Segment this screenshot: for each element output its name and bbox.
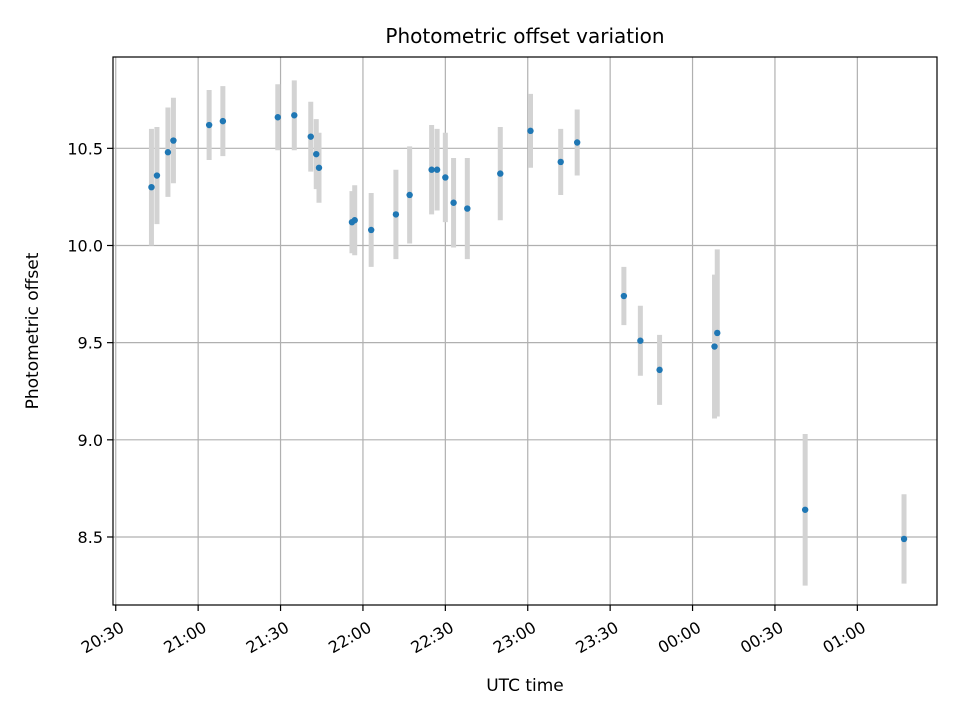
- plot-frame: [112, 56, 938, 606]
- data-point: [656, 366, 663, 374]
- data-point: [900, 535, 908, 543]
- data-point: [315, 164, 323, 171]
- y-tick-label: 9.5: [78, 334, 103, 353]
- data-points: [148, 112, 908, 543]
- data-point: [428, 166, 435, 173]
- data-point: [406, 191, 413, 199]
- data-point: [801, 506, 809, 513]
- y-tick-label: 9.0: [78, 431, 103, 450]
- data-point: [497, 170, 504, 177]
- data-point: [392, 211, 400, 218]
- data-point: [527, 127, 534, 135]
- y-tick-label: 10.0: [67, 236, 103, 255]
- data-point: [433, 166, 441, 173]
- data-point: [291, 112, 298, 119]
- data-point: [367, 226, 375, 234]
- data-point: [557, 158, 564, 166]
- y-tick-label: 10.5: [67, 139, 103, 158]
- data-point: [164, 149, 172, 156]
- data-point: [205, 121, 213, 129]
- y-axis-label: Photometric offset: [23, 252, 43, 409]
- data-point: [464, 205, 471, 212]
- y-axis-ticks: 8.5 9.0 9.5 10.0 10.5: [67, 139, 113, 547]
- data-point: [148, 183, 155, 191]
- chart-title: Photometric offset variation: [385, 24, 664, 48]
- data-point: [153, 172, 161, 179]
- data-point: [442, 174, 449, 181]
- data-point: [313, 150, 320, 158]
- data-point: [620, 292, 628, 300]
- y-tick-label: 8.5: [78, 528, 103, 547]
- data-point: [219, 117, 227, 125]
- data-point: [573, 139, 581, 146]
- data-point: [351, 217, 358, 224]
- data-point: [450, 199, 457, 206]
- data-point: [170, 137, 177, 144]
- data-point: [714, 329, 721, 337]
- data-point: [274, 114, 281, 121]
- data-point: [637, 337, 644, 344]
- grid: [113, 57, 937, 605]
- x-axis-label: UTC time: [486, 676, 564, 696]
- data-point: [711, 343, 718, 350]
- data-point: [307, 133, 314, 140]
